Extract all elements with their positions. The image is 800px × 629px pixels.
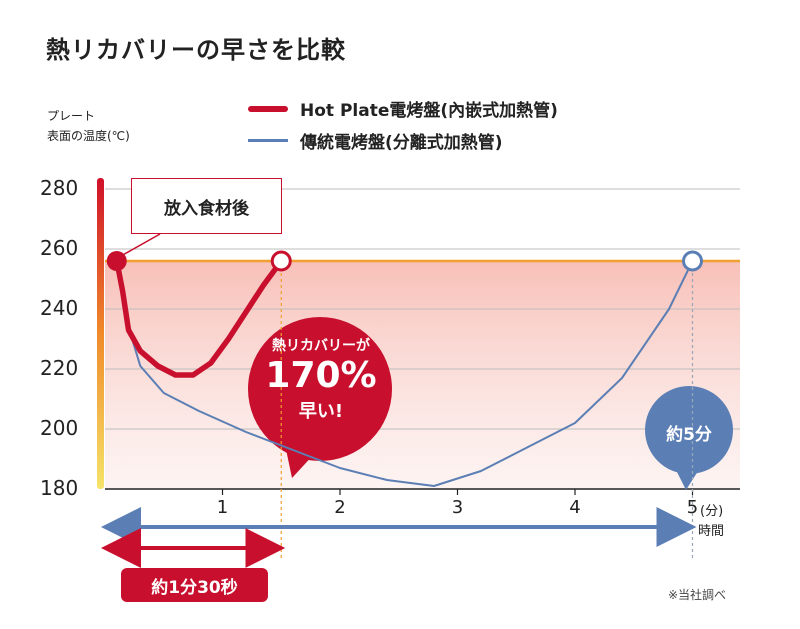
- legend-label: 傳統電烤盤(分離式加熱管): [300, 133, 503, 153]
- x-tick-label: 5: [686, 497, 699, 518]
- start-point-marker: [106, 251, 127, 271]
- legend-swatch-red: [248, 105, 288, 112]
- x-tick-label: 2: [334, 497, 346, 518]
- x-tick-label: 3: [451, 497, 464, 518]
- y-tick-label: 220: [40, 356, 79, 380]
- duration-arrows: [101, 507, 697, 568]
- callout-box: 放入食材後: [131, 178, 282, 234]
- point-markers: [106, 250, 703, 272]
- y-axis-title: プレート 表面の温度(℃): [47, 109, 130, 143]
- temperature-color-bar: [97, 178, 104, 489]
- bubbles: [122, 233, 733, 560]
- high-temp-band: [105, 259, 740, 489]
- y-tick-label: 280: [40, 176, 79, 200]
- series-line-hot-plate: [114, 258, 285, 378]
- y-tick-label: 200: [40, 416, 79, 440]
- five-min-bubble: [645, 386, 733, 474]
- recovery-bubble-text: 熱リカバリーが 170% 早い!: [246, 335, 396, 423]
- y-tick-label: 260: [40, 236, 79, 260]
- traditional-recovery-marker: [682, 250, 703, 272]
- x-tick-label: 4: [569, 497, 581, 518]
- x-unit-label: (分): [700, 504, 724, 519]
- callout-text: 放入食材後: [164, 198, 249, 219]
- bubble-line-1: 熱リカバリーが: [272, 338, 370, 354]
- high-temp-band-fill: [105, 261, 740, 489]
- legend-label: Hot Plate電烤盤(內嵌式加熱管): [300, 101, 558, 121]
- source-note: ※当社調べ: [668, 588, 727, 602]
- y-tick-label: 240: [40, 296, 79, 320]
- y-tick-label: 180: [40, 476, 79, 500]
- legend-item-hot-plate: Hot Plate電烤盤(內嵌式加熱管): [248, 96, 558, 121]
- five-min-bubble-text: 約5分: [666, 425, 712, 445]
- hot-plate-recovery-marker: [270, 250, 292, 272]
- series-line-traditional: [115, 260, 694, 487]
- callout-pointer: [122, 233, 161, 256]
- page-title: 熱リカバリーの早さを比較: [46, 36, 346, 64]
- five-min-bubble-tail: [676, 468, 700, 490]
- bubble-line-3: 早い!: [298, 401, 344, 422]
- axes: [97, 178, 740, 495]
- x-tick-label: 1: [216, 497, 229, 518]
- series-lines: [114, 258, 694, 487]
- duration-pill: 約1分30秒: [121, 568, 268, 602]
- x-axis-title: 時間: [698, 524, 725, 539]
- legend-item-traditional: 傳統電烤盤(分離式加熱管): [248, 128, 503, 153]
- recovery-bubble: [248, 317, 392, 461]
- bubble-percentage: 170%: [265, 355, 377, 396]
- legend-swatch-blue: [248, 139, 288, 142]
